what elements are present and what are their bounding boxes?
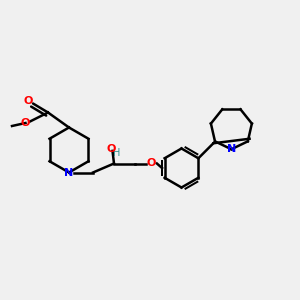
Text: H: H [113,148,121,158]
Text: O: O [147,158,156,169]
Text: N: N [227,144,236,154]
Text: N: N [64,167,74,178]
Text: O: O [106,143,116,154]
Text: O: O [24,95,33,106]
Text: O: O [21,118,30,128]
